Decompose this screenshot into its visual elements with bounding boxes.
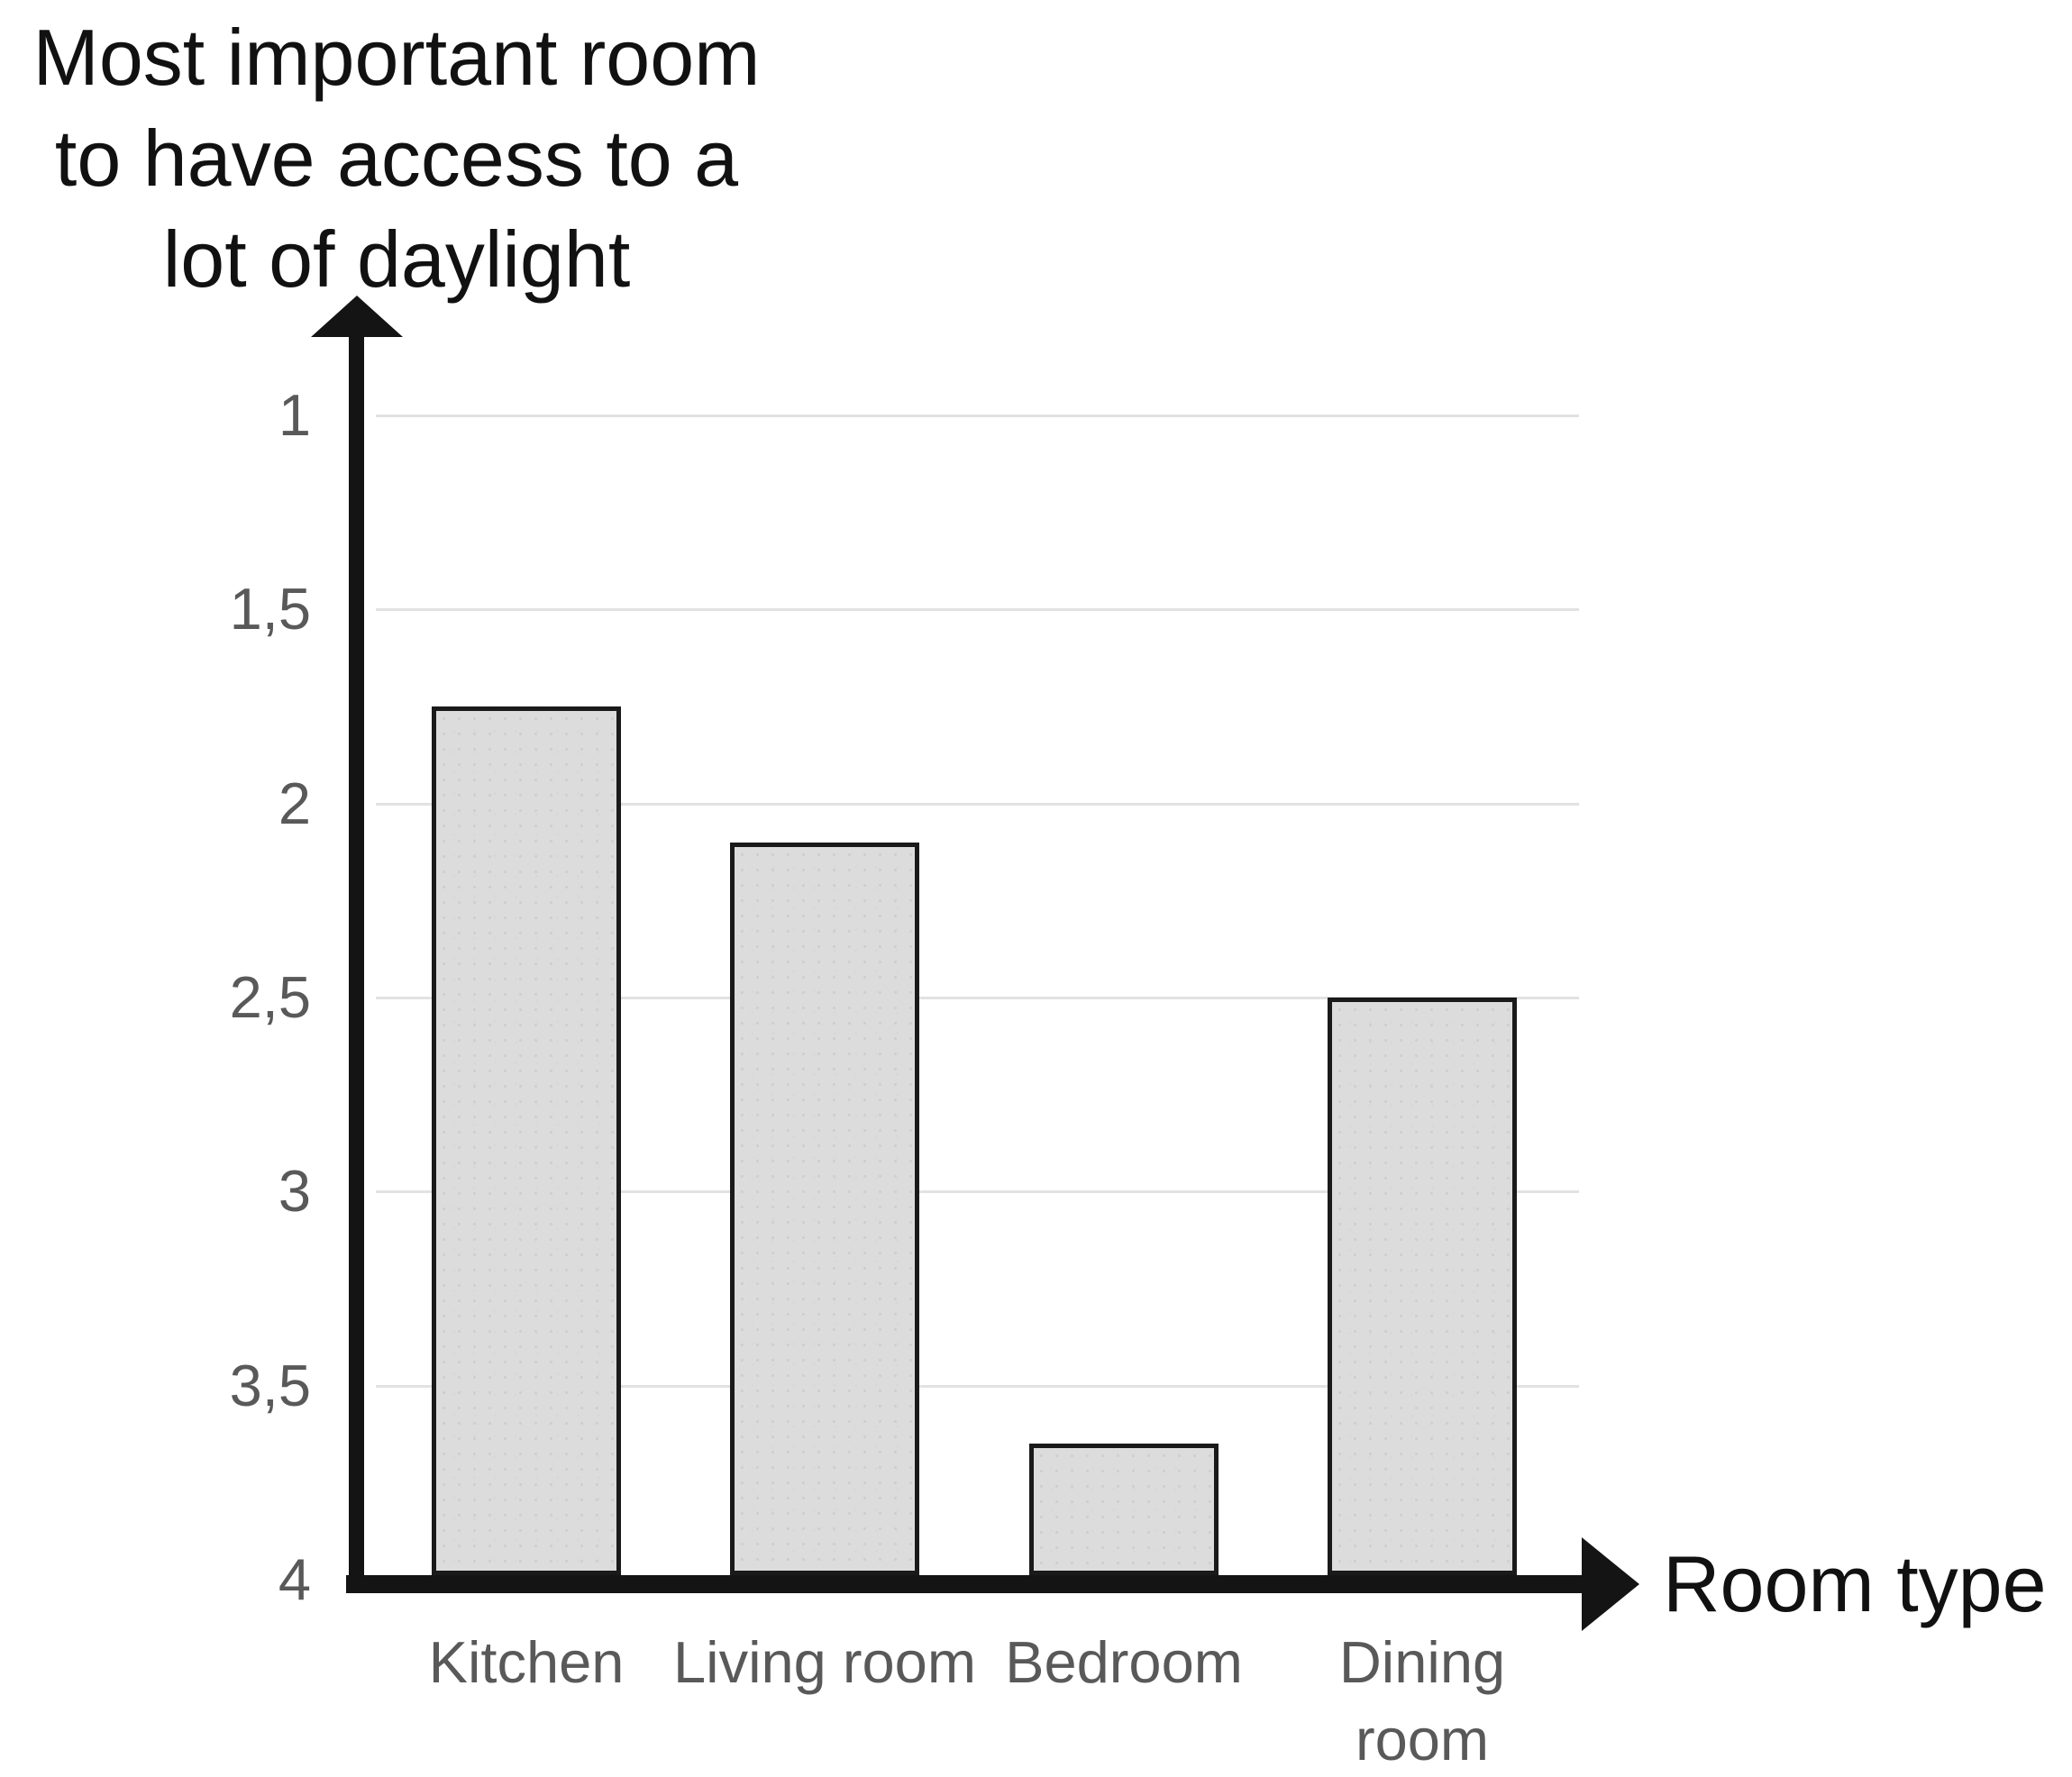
arrow-up-icon bbox=[311, 296, 403, 337]
y-tick-label-3: 3 bbox=[278, 1158, 311, 1224]
y-tick-label-2: 2 bbox=[278, 770, 311, 836]
x-category-label-living-room: Living room bbox=[673, 1629, 976, 1695]
y-tick-label-3,5: 3,5 bbox=[229, 1353, 311, 1418]
arrow-right-icon bbox=[1582, 1537, 1639, 1631]
bar-dining-room bbox=[1328, 998, 1517, 1575]
x-axis-title: Room type bbox=[1663, 1539, 2047, 1628]
bar-bedroom bbox=[1029, 1444, 1219, 1575]
y-tick-label-4: 4 bbox=[278, 1546, 311, 1612]
gridline-1 bbox=[376, 415, 1579, 417]
y-axis-line bbox=[349, 332, 364, 1593]
bar-kitchen bbox=[432, 706, 621, 1575]
bar-living-room bbox=[730, 843, 919, 1575]
x-category-label-dining-room: Dining room bbox=[1338, 1629, 1506, 1772]
x-category-label-kitchen: Kitchen bbox=[428, 1629, 625, 1695]
gridline-2,5 bbox=[376, 997, 1579, 999]
gridline-3 bbox=[376, 1190, 1579, 1193]
y-tick-label-1,5: 1,5 bbox=[229, 576, 311, 642]
x-axis-line bbox=[346, 1575, 1582, 1593]
gridline-1,5 bbox=[376, 608, 1579, 611]
y-tick-label-1: 1 bbox=[278, 382, 311, 448]
x-category-label-bedroom: Bedroom bbox=[1005, 1629, 1243, 1695]
chart-title: Most important room to have access to a … bbox=[32, 13, 761, 304]
y-tick-label-2,5: 2,5 bbox=[229, 964, 311, 1030]
gridline-3,5 bbox=[376, 1385, 1579, 1388]
gridline-2 bbox=[376, 803, 1579, 806]
